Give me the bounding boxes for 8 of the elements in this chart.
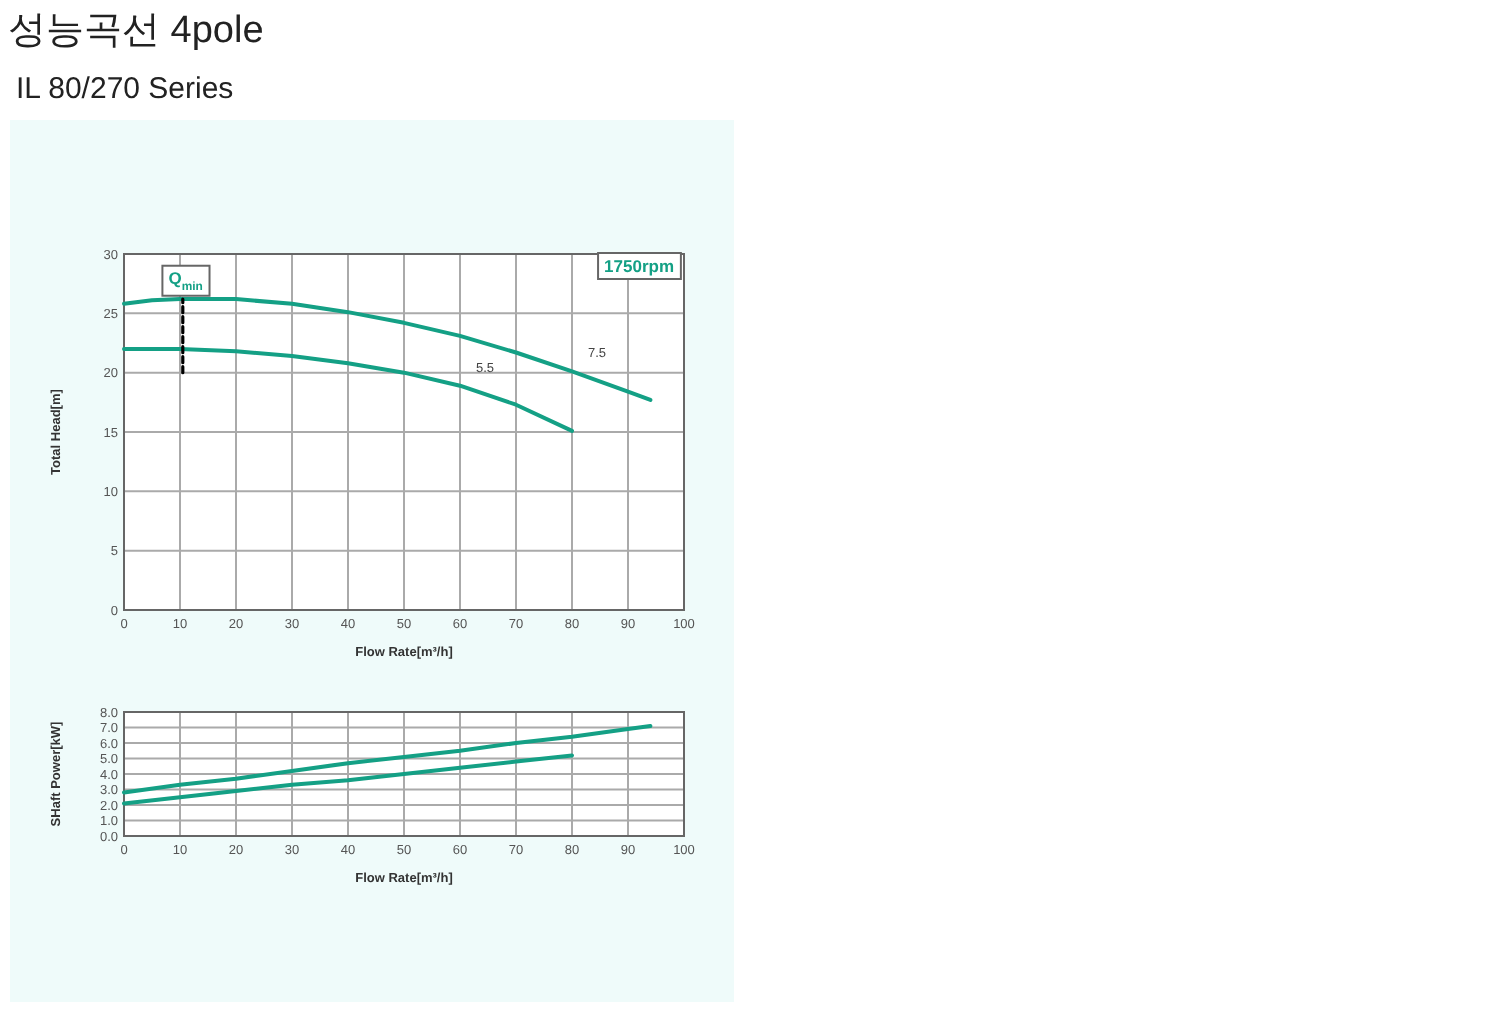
annotation: 1750rpm <box>604 256 675 276</box>
line-series <box>122 753 574 806</box>
line-series <box>122 346 574 433</box>
chart-title: 성능곡선 4pole <box>8 10 264 52</box>
line-series <box>122 297 653 402</box>
line-series <box>122 723 653 795</box>
chart-subtitle: IL 80/270 Series <box>16 72 234 106</box>
annotation: Q$_{min}$ <box>168 267 204 294</box>
